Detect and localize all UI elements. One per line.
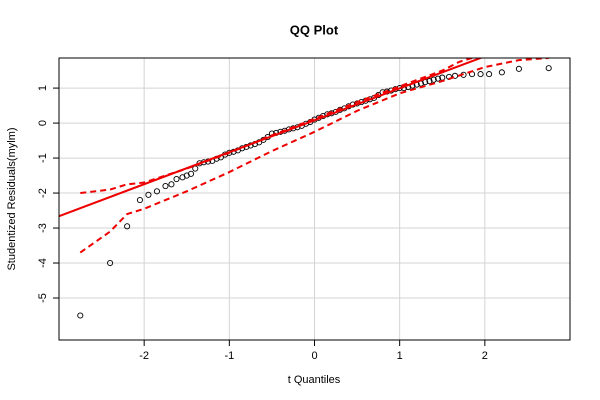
- y-tick-label: 0: [37, 120, 49, 126]
- x-tick-label: 1: [397, 350, 403, 362]
- point: [77, 312, 84, 319]
- chart-title: QQ Plot: [290, 22, 339, 37]
- point: [173, 176, 180, 183]
- plot-area: [59, 58, 552, 319]
- point: [515, 65, 522, 72]
- y-tick-label: -1: [37, 153, 49, 163]
- point: [545, 65, 552, 72]
- point: [498, 69, 505, 76]
- grid: [59, 58, 570, 340]
- point: [187, 170, 195, 177]
- point: [426, 78, 433, 85]
- point: [451, 72, 459, 79]
- point: [124, 223, 131, 230]
- x-axis-label: t Quantiles: [288, 374, 341, 386]
- confidence-band: [79, 58, 549, 254]
- point: [430, 76, 437, 83]
- axes: -2 -1 0 1 2 -5 -4 -3 -2 -1 0 1: [37, 85, 488, 362]
- point: [153, 188, 160, 195]
- y-tick-label: -2: [37, 188, 49, 198]
- y-tick-label: -3: [37, 223, 49, 233]
- x-tick-label: -2: [139, 350, 149, 362]
- point: [107, 259, 114, 267]
- point: [145, 191, 152, 198]
- point: [434, 75, 442, 82]
- point: [162, 183, 169, 190]
- x-tick-label: -1: [224, 350, 234, 362]
- point: [486, 71, 493, 78]
- y-tick-label: 1: [37, 85, 49, 91]
- point: [168, 181, 175, 188]
- y-tick-label: -4: [37, 258, 49, 268]
- x-tick-label: 2: [482, 350, 488, 362]
- y-axis-label: Studentized Residuals(mylm): [6, 127, 18, 270]
- point: [477, 71, 484, 78]
- reference-line: [59, 58, 484, 218]
- x-tick-label: 0: [311, 350, 317, 362]
- confidence-band: [80, 58, 473, 195]
- point: [136, 196, 143, 204]
- y-tick-label: -5: [37, 293, 49, 303]
